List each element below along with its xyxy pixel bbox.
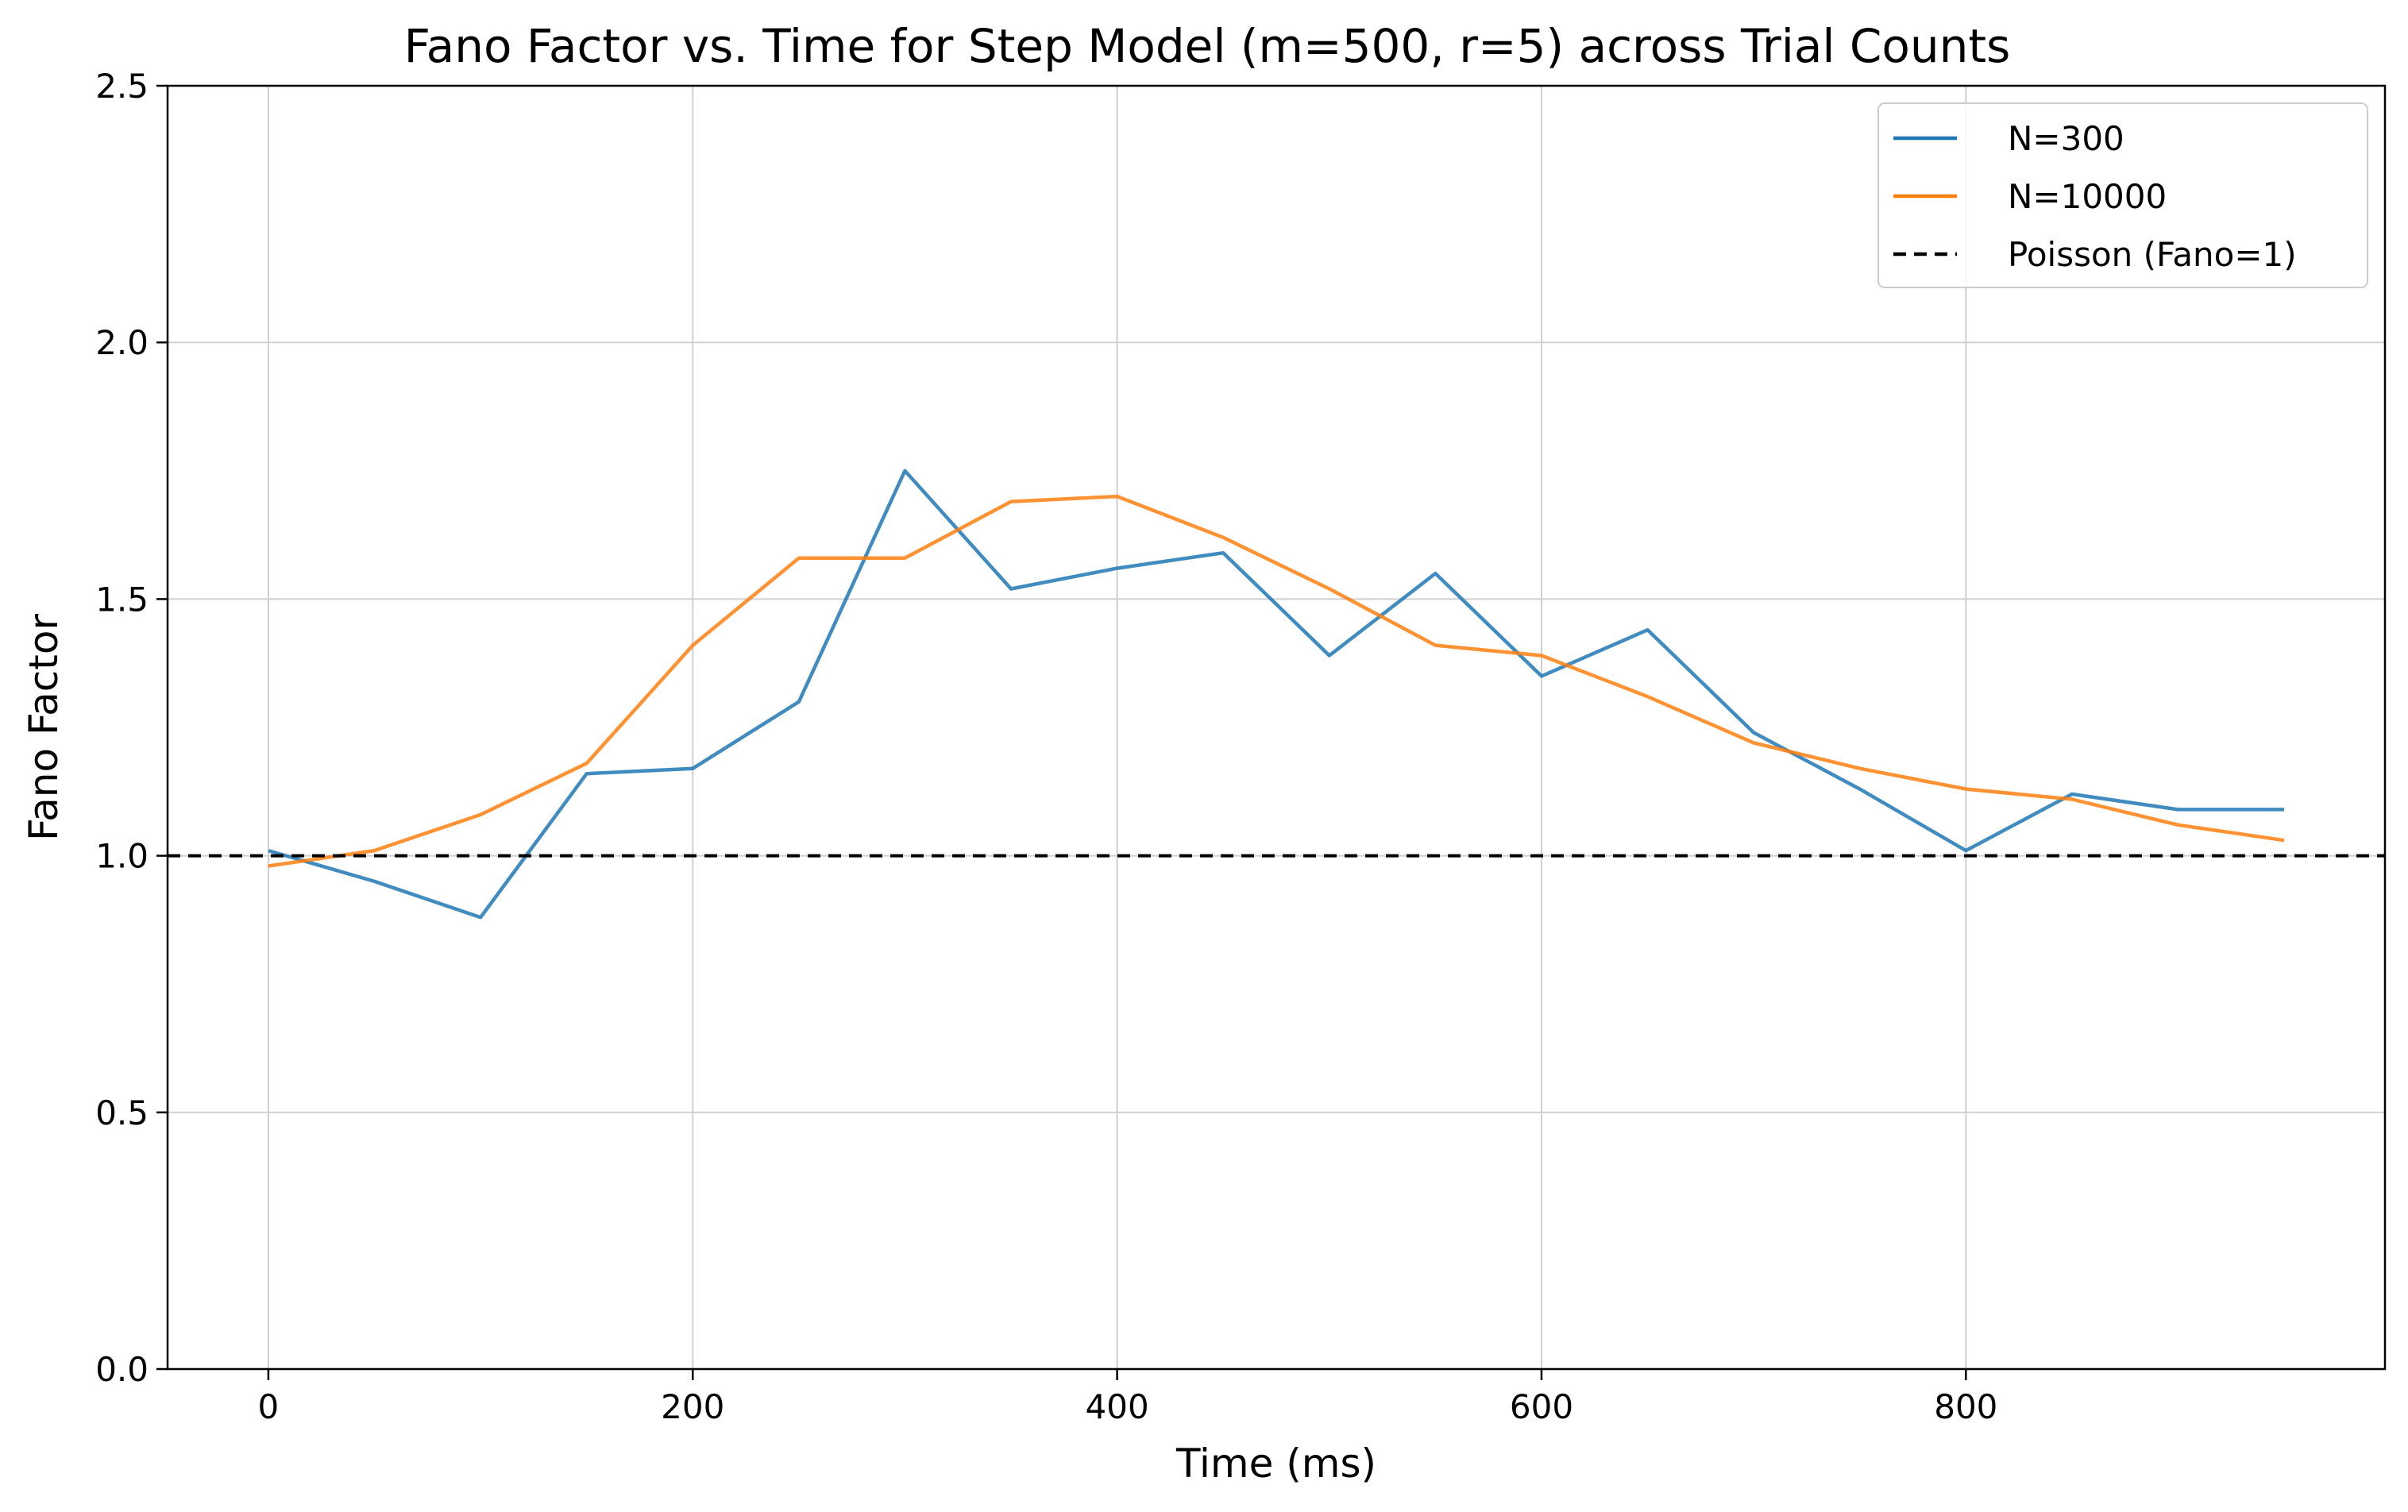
plot-frame (166, 84, 2387, 1371)
chart-title: Fano Factor vs. Time for Step Model (m=5… (404, 19, 2011, 73)
legend-label-n-300: N=300 (2008, 119, 2124, 158)
y-tick-label: 1.5 (95, 580, 149, 619)
x-tick-label: 400 (1086, 1387, 1149, 1426)
x-tick-label: 800 (1934, 1387, 1997, 1426)
y-tick-label: 0.5 (95, 1094, 149, 1132)
legend-label-n-10000: N=10000 (2008, 177, 2167, 216)
series-line-n-300 (268, 469, 2285, 920)
y-axis-label: Fano Factor (21, 614, 67, 841)
legend-box (1877, 102, 2368, 288)
y-tick-label: 1.0 (95, 837, 149, 876)
legend: N=300 N=10000 Poisson (Fano=1) (1877, 102, 2368, 288)
x-tick-label: 600 (1510, 1387, 1573, 1426)
x-tick-label: 0 (258, 1387, 280, 1426)
axis-ticks: 0 200 400 600 800 0.0 0.5 1.0 1.5 2.0 2.5 (95, 67, 1997, 1426)
x-tick-label: 200 (661, 1387, 724, 1426)
x-axis-label: Time (ms) (1175, 1441, 1376, 1487)
y-tick-label: 0.0 (95, 1350, 149, 1389)
legend-label-poisson-fano-1: Poisson (Fano=1) (2008, 235, 2297, 274)
series-line-n-10000 (268, 494, 2285, 868)
y-tick-label: 2.5 (95, 67, 149, 106)
plot-lines (168, 469, 2385, 920)
y-tick-label: 2.0 (95, 323, 149, 362)
